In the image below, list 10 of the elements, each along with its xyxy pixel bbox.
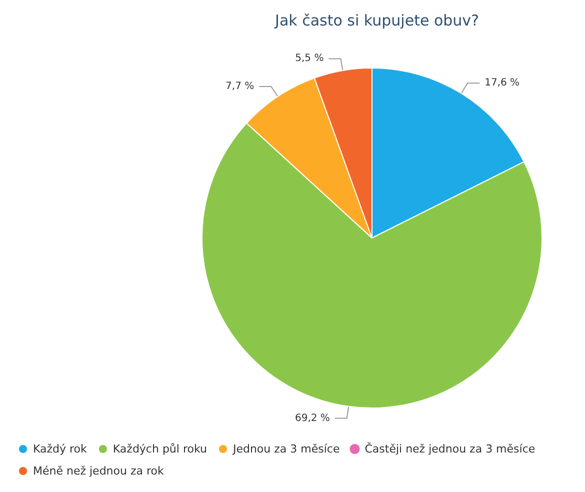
data-label: 7,7 % — [226, 81, 254, 92]
legend-label: Každých půl roku — [112, 442, 207, 456]
data-label: 69,2 % — [294, 412, 330, 424]
data-label: 17,6 % — [484, 78, 520, 89]
legend-label: Méně než jednou za rok — [33, 464, 164, 478]
legend-label: Jednou za 3 měsíce — [232, 442, 340, 456]
data-label: 5,5 % — [295, 53, 324, 64]
legend-label: Každý rok — [33, 442, 88, 456]
chart-title: Jak často si kupujete obuv? — [274, 12, 479, 30]
legend-label: Častěji než jednou za 3 měsíce — [364, 442, 536, 456]
